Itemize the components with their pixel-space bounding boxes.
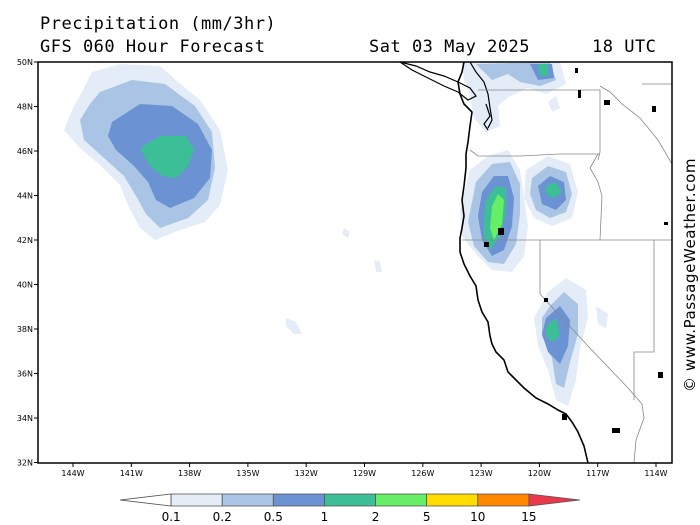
colorbar-segment <box>426 493 479 507</box>
lon-label: 132W <box>295 469 318 478</box>
map-area <box>64 62 672 463</box>
credit-text: © www.PassageWeather.com <box>681 157 699 392</box>
lat-label: 36N <box>17 370 33 379</box>
precip-area-pacific <box>64 64 382 334</box>
colorbar-segment <box>170 493 223 507</box>
lat-label: 50N <box>17 58 33 67</box>
colorbar-segment <box>119 493 172 507</box>
colorbar-segment <box>375 493 428 507</box>
precip-area-nevada <box>534 278 608 406</box>
lat-label: 42N <box>17 236 33 245</box>
lon-label: 126W <box>411 469 434 478</box>
colorbar-label: 0.5 <box>264 510 283 524</box>
state-borders <box>462 83 672 463</box>
puget-sound <box>483 103 491 131</box>
colorbar-label: 15 <box>521 510 536 524</box>
colorbar-label: 2 <box>372 510 380 524</box>
lat-label: 46N <box>17 147 33 156</box>
valid-time: 18 UTC <box>592 37 657 57</box>
lat-label: 48N <box>17 103 33 112</box>
lon-label: 141W <box>120 469 143 478</box>
map-frame <box>37 61 673 464</box>
lat-label: 32N <box>17 459 33 468</box>
colorbar-label: 5 <box>423 510 431 524</box>
coastline <box>457 62 589 463</box>
longitude-labels: 144W 141W 138W 135W 132W 129W 126W 123W 120W 117W… <box>61 463 668 478</box>
lon-label: 120W <box>528 469 551 478</box>
vancouver-island <box>399 62 477 101</box>
lat-label: 38N <box>17 325 33 334</box>
colorbar-segment <box>477 493 530 507</box>
colorbar-label: 0.1 <box>162 510 181 524</box>
colorbar-segment <box>221 493 274 507</box>
colorbar-segment <box>272 493 325 507</box>
bc-coast <box>469 62 493 129</box>
colorbar-segment <box>324 493 376 507</box>
lon-label: 144W <box>61 469 84 478</box>
lat-label: 40N <box>17 281 33 290</box>
precip-area-washington <box>462 62 566 132</box>
colorbar-label: 1 <box>321 510 329 524</box>
latitude-labels: 50N 48N 46N 44N 42N 40N 38N 36N 34N 32N <box>17 58 38 468</box>
forecast-subtitle: GFS 060 Hour Forecast <box>40 37 266 57</box>
lat-label: 44N <box>17 192 33 201</box>
valid-date: Sat 03 May 2025 <box>369 37 531 57</box>
lon-label: 117W <box>586 469 609 478</box>
colorbar-label: 0.2 <box>213 510 232 524</box>
precip-colorbar: 0.1 0.2 0.5 1 2 5 10 15 <box>119 493 581 524</box>
lat-label: 34N <box>17 414 33 423</box>
lon-label: 138W <box>178 469 201 478</box>
colorbar-segment <box>528 493 581 507</box>
colorbar-label: 10 <box>470 510 485 524</box>
lon-label: 114W <box>644 469 667 478</box>
lon-label: 135W <box>236 469 259 478</box>
precip-area-oregon <box>460 150 578 272</box>
small-features <box>484 68 668 433</box>
map-title: Precipitation (mm/3hr) <box>40 14 277 34</box>
lon-label: 123W <box>470 469 493 478</box>
lon-label: 129W <box>353 469 376 478</box>
